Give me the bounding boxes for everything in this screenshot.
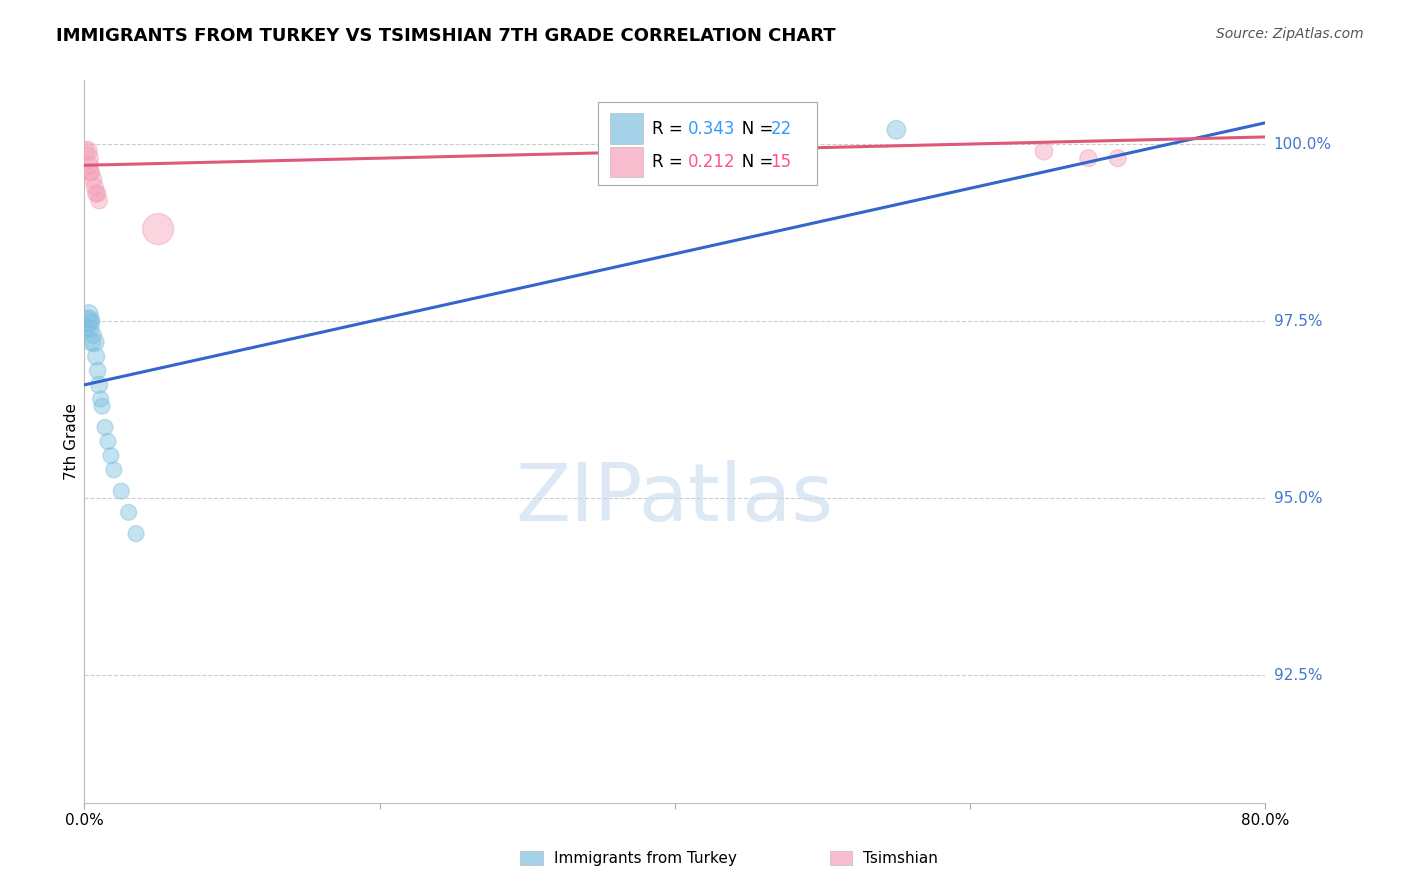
Point (90, 392, 112, 406)
Point (94, 420, 117, 434)
Point (1107, 151, 1129, 165)
Bar (610, 146, 643, 177)
Point (75, 321, 97, 335)
Point (125, 526, 148, 541)
Point (77, 307, 100, 321)
Text: Immigrants from Turkey: Immigrants from Turkey (554, 851, 737, 865)
Text: Tsimshian: Tsimshian (863, 851, 938, 865)
Point (118, 505, 141, 519)
Text: N =: N = (725, 153, 779, 170)
Point (91, 399, 114, 413)
Point (82, 328, 104, 343)
Point (80, 335, 103, 350)
Text: IMMIGRANTS FROM TURKEY VS TSIMSHIAN 7TH GRADE CORRELATION CHART: IMMIGRANTS FROM TURKEY VS TSIMSHIAN 7TH … (56, 27, 835, 45)
Point (83, 335, 105, 350)
Y-axis label: 7th Grade: 7th Grade (63, 403, 79, 480)
Point (82, 172, 104, 186)
Text: 95.0%: 95.0% (1274, 491, 1322, 506)
Point (886, 123, 908, 137)
Point (76, 314, 98, 328)
Point (77, 314, 100, 328)
Point (79, 321, 101, 335)
Point (83, 179, 105, 194)
Text: 15: 15 (770, 153, 792, 170)
Text: 97.5%: 97.5% (1274, 314, 1322, 328)
Point (80, 165, 103, 179)
Point (75, 144, 97, 158)
Text: Source: ZipAtlas.com: Source: ZipAtlas.com (1216, 27, 1364, 41)
Bar (610, 113, 643, 144)
Point (80, 314, 103, 328)
Text: N =: N = (725, 120, 779, 137)
Point (76, 144, 98, 158)
Text: ZIPatlas: ZIPatlas (516, 460, 834, 539)
Text: R =: R = (652, 120, 689, 137)
Point (1077, 151, 1099, 165)
Point (84, 186, 107, 201)
Point (148, 222, 170, 236)
Text: R =: R = (652, 153, 693, 170)
Point (87, 194, 111, 208)
FancyBboxPatch shape (598, 102, 817, 185)
Text: 0.212: 0.212 (688, 153, 735, 170)
Point (76, 151, 98, 165)
Point (79, 165, 101, 179)
Point (84, 350, 107, 364)
Point (77, 158, 100, 172)
Text: 0.343: 0.343 (688, 120, 735, 137)
Point (110, 484, 132, 499)
Point (97, 434, 120, 449)
Point (100, 449, 122, 463)
Point (86, 186, 108, 201)
Point (87, 377, 111, 392)
Text: 22: 22 (770, 120, 792, 137)
Point (86, 364, 108, 378)
Text: 92.5%: 92.5% (1274, 668, 1322, 682)
Point (1033, 144, 1056, 158)
Point (103, 463, 125, 477)
Text: 100.0%: 100.0% (1274, 136, 1331, 152)
